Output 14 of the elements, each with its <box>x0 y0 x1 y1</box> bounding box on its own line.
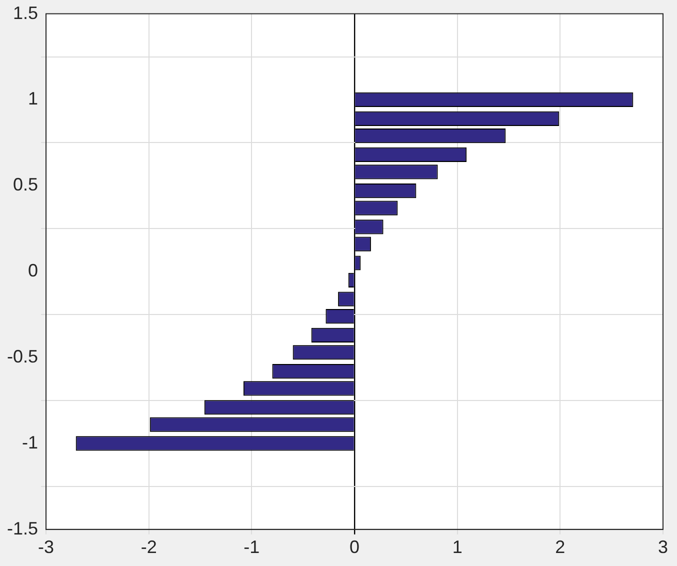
y-tick-label: 1.5 <box>12 2 38 23</box>
x-tick-label: 3 <box>658 537 668 558</box>
x-tick-label: -2 <box>140 537 157 558</box>
x-tick-label: 1 <box>452 537 462 558</box>
y-tick-label: -1 <box>22 432 38 452</box>
x-tick-label: -1 <box>244 537 260 558</box>
x-tick-label: -3 <box>38 537 54 558</box>
x-tick-label: 2 <box>555 537 566 558</box>
y-tick-label: -0.5 <box>6 346 38 366</box>
y-tick-label: 1 <box>28 88 38 109</box>
y-tick-label: 0.5 <box>12 174 38 195</box>
y-tick-label: 0 <box>28 260 38 281</box>
x-tick-label: 0 <box>350 537 360 558</box>
y-tick-label: -1.5 <box>6 518 38 538</box>
